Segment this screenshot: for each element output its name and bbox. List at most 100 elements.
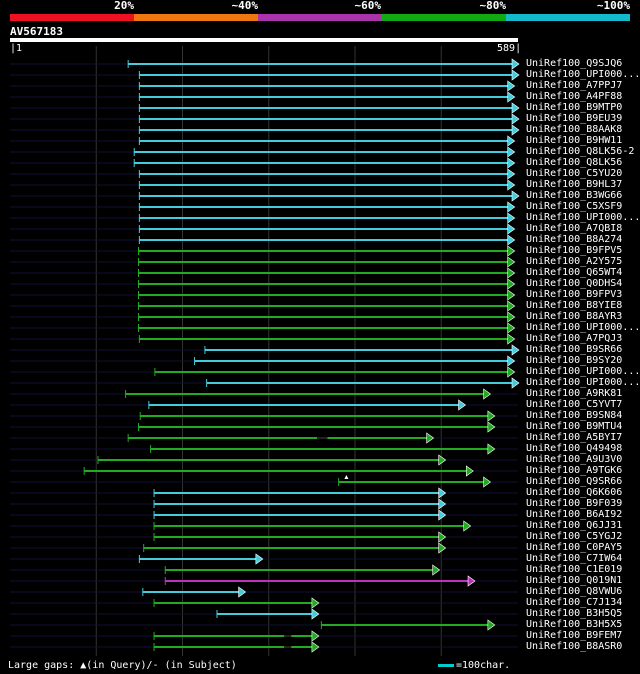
hit-label[interactable]: UniRef100_Q65WT4 (526, 267, 623, 278)
hit-arrow-head (465, 465, 474, 477)
hit-label[interactable]: UniRef100_B3WG66 (526, 190, 623, 201)
scale-legend: =100char. (438, 660, 510, 672)
hit-arrow-head (483, 388, 492, 400)
hit-bar (138, 426, 488, 428)
hit-label[interactable]: UniRef100_B9HL37 (526, 179, 623, 190)
hit-label[interactable]: UniRef100_B9F039 (526, 498, 623, 509)
hit-bar (128, 63, 512, 65)
hit-label[interactable]: UniRef100_A2Y575 (526, 256, 623, 267)
hit-label[interactable]: UniRef100_C5XSF9 (526, 201, 623, 212)
hit-arrow-head (483, 476, 492, 488)
hit-label[interactable]: UniRef100_A5BYI7 (526, 432, 623, 443)
hit-arrow-head (438, 487, 447, 499)
hit-label[interactable]: UniRef100_B9SY20 (526, 355, 623, 366)
hit-label[interactable]: UniRef100_Q9SR66 (526, 476, 623, 487)
hit-arrow-head (438, 454, 447, 466)
hit-arrow-head (511, 190, 520, 202)
hit-bar (139, 195, 512, 197)
hit-label[interactable]: UniRef100_C5YU20 (526, 168, 623, 179)
hit-arrow-head (438, 531, 447, 543)
hit-bar (165, 569, 433, 571)
hit-label[interactable]: UniRef100_B6AI92 (526, 509, 623, 520)
hit-label[interactable]: UniRef100_A9U3V0 (526, 454, 623, 465)
hit-label[interactable]: UniRef100_C5YVT7 (526, 399, 623, 410)
scale-label: ~80% (479, 0, 507, 12)
hit-bar (206, 382, 513, 384)
hit-arrow-head (507, 333, 516, 345)
hit-label[interactable]: UniRef100_A7PQJ3 (526, 333, 623, 344)
hit-arrow-head (507, 146, 516, 158)
hit-label[interactable]: UniRef100_B8AAK8 (526, 124, 623, 135)
hit-bar (154, 646, 285, 648)
hit-bar (148, 404, 459, 406)
hit-bar (139, 173, 508, 175)
hit-label[interactable]: UniRef100_B9MTU4 (526, 421, 623, 432)
hit-bar (327, 437, 427, 439)
hit-label[interactable]: UniRef100_B3H5Q5 (526, 608, 623, 619)
hit-label[interactable]: UniRef100_B9MTP0 (526, 102, 623, 113)
hit-arrow-head (511, 102, 520, 114)
hit-label[interactable]: UniRef100_B9FPV3 (526, 289, 623, 300)
hit-label[interactable]: UniRef100_B9EU39 (526, 113, 623, 124)
hit-bar (139, 74, 512, 76)
hit-label[interactable]: UniRef100_A7QBI8 (526, 223, 623, 234)
scale-label: ~60% (354, 0, 382, 12)
hit-label[interactable]: UniRef100_B8AYR3 (526, 311, 623, 322)
hit-label[interactable]: UniRef100_C7IW64 (526, 553, 623, 564)
scale-segment (134, 14, 258, 21)
hit-bar (139, 338, 508, 340)
hit-label[interactable]: UniRef100_B9FEM7 (526, 630, 623, 641)
hit-label[interactable]: UniRef100_A4PF88 (526, 91, 623, 102)
hit-label[interactable]: UniRef100_Q0DHS4 (526, 278, 623, 289)
hit-arrow-head (507, 245, 516, 257)
hit-label[interactable]: UniRef100_B8YIE8 (526, 300, 623, 311)
hit-arrow-head (311, 597, 320, 609)
hit-bar (138, 305, 508, 307)
hit-label[interactable]: UniRef100_A9RK81 (526, 388, 623, 399)
hit-label[interactable]: UniRef100_B3H5X5 (526, 619, 623, 630)
hit-label[interactable]: UniRef100_B8ASR0 (526, 641, 623, 652)
hit-label[interactable]: UniRef100_B8A274 (526, 234, 623, 245)
hit-label[interactable]: UniRef100_Q019N1 (526, 575, 623, 586)
hit-label[interactable]: UniRef100_Q8LK56 (526, 157, 623, 168)
hit-bar (139, 140, 508, 142)
hit-bar (139, 206, 508, 208)
hit-label[interactable]: UniRef100_C0PAY5 (526, 542, 623, 553)
hit-label[interactable]: UniRef100_B9SN84 (526, 410, 623, 421)
hit-arrow-head (438, 498, 447, 510)
hit-bar (154, 635, 285, 637)
hit-label[interactable]: UniRef100_UPI000... (526, 69, 638, 80)
hit-label[interactable]: UniRef100_Q49498 (526, 443, 623, 454)
hit-label[interactable]: UniRef100_Q6JJ31 (526, 520, 623, 531)
hit-label[interactable]: UniRef100_Q8LK56-2 (526, 146, 635, 157)
hit-label[interactable]: UniRef100_A9TGK6 (526, 465, 623, 476)
hit-arrow-head (507, 311, 516, 323)
subject-gap (284, 646, 292, 648)
hit-bar (138, 294, 508, 296)
hit-label[interactable]: UniRef100_A7PPJ7 (526, 80, 623, 91)
hit-label[interactable]: UniRef100_UPI000... (526, 366, 638, 377)
hit-label[interactable]: UniRef100_B9FPV5 (526, 245, 623, 256)
hit-arrow-head (507, 168, 516, 180)
hit-bar (138, 316, 508, 318)
hit-label[interactable]: UniRef100_B9HW11 (526, 135, 623, 146)
hit-label[interactable]: UniRef100_UPI000... (526, 377, 638, 388)
hit-bar (134, 162, 508, 164)
hit-label[interactable]: UniRef100_C5YGJ2 (526, 531, 623, 542)
hit-bar (139, 239, 508, 241)
scale-segment (10, 14, 134, 21)
hit-label[interactable]: UniRef100_UPI000... (526, 322, 638, 333)
hit-arrow-head (487, 619, 496, 631)
hit-label[interactable]: UniRef100_C7J134 (526, 597, 623, 608)
hit-label[interactable]: UniRef100_Q9SJQ6 (526, 58, 623, 69)
hit-label[interactable]: UniRef100_Q8VWU6 (526, 586, 623, 597)
hit-arrow-head (507, 322, 516, 334)
hit-arrow-head (507, 223, 516, 235)
hit-bar (338, 481, 484, 483)
hit-label[interactable]: UniRef100_B9SR66 (526, 344, 623, 355)
hit-label[interactable]: UniRef100_Q6K606 (526, 487, 623, 498)
hit-label[interactable]: UniRef100_C1E019 (526, 564, 623, 575)
hit-label[interactable]: UniRef100_UPI000... (526, 212, 638, 223)
hit-arrow-head (311, 608, 320, 620)
